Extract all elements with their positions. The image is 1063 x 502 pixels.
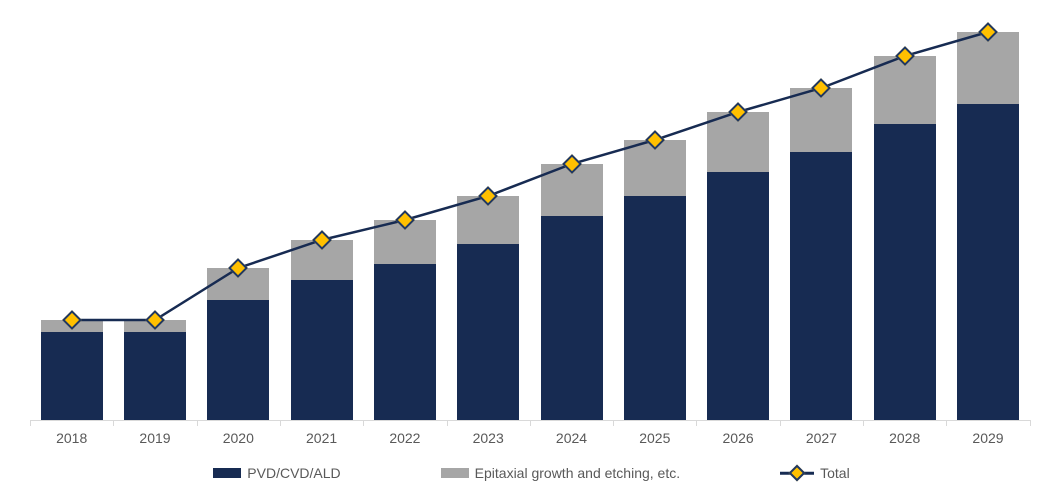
x-axis-tick [863, 420, 864, 426]
x-axis-label: 2023 [457, 430, 519, 446]
bar-segment [957, 104, 1019, 420]
legend-item-total: Total [780, 465, 850, 481]
legend-item-pvd: PVD/CVD/ALD [213, 465, 340, 481]
x-axis-label: 2025 [624, 430, 686, 446]
x-axis-tick [30, 420, 31, 426]
bar-segment [624, 140, 686, 196]
x-axis-tick [363, 420, 364, 426]
bar-segment [874, 56, 936, 124]
bar-segment [541, 216, 603, 420]
x-axis-label: 2029 [957, 430, 1019, 446]
bar-segment [124, 332, 186, 420]
x-axis-label: 2028 [874, 430, 936, 446]
bar-segment [790, 152, 852, 420]
x-axis-tick [613, 420, 614, 426]
x-axis-label: 2024 [541, 430, 603, 446]
x-axis-tick [530, 420, 531, 426]
bar-segment [291, 240, 353, 280]
x-axis-tick [780, 420, 781, 426]
bar-segment [707, 172, 769, 420]
legend-line-total [780, 466, 814, 480]
bar-segment [790, 88, 852, 152]
bar-segment [624, 196, 686, 420]
bar-segment [374, 264, 436, 420]
bar-segment [291, 280, 353, 420]
bar-segment [41, 332, 103, 420]
x-axis-label: 2018 [41, 430, 103, 446]
x-axis-tick [113, 420, 114, 426]
x-axis-label: 2020 [207, 430, 269, 446]
x-axis-tick [280, 420, 281, 426]
bar-segment [957, 32, 1019, 104]
legend-swatch-pvd [213, 468, 241, 478]
bar-segment [707, 112, 769, 172]
bar-segment [207, 268, 269, 300]
x-axis-tick [1030, 420, 1031, 426]
chart-container: 2018 2019 2020 2021 2022 2023 2024 2025 2026 2027… [0, 0, 1063, 502]
legend-swatch-epi [441, 468, 469, 478]
legend-item-epi: Epitaxial growth and etching, etc. [441, 465, 680, 481]
x-axis-tick [197, 420, 198, 426]
x-axis-tick [447, 420, 448, 426]
bar-segment [457, 196, 519, 244]
bar-segment [457, 244, 519, 420]
bar-segment [207, 300, 269, 420]
x-axis-label: 2026 [707, 430, 769, 446]
legend: PVD/CVD/ALD Epitaxial growth and etching… [0, 465, 1063, 481]
x-axis-tick [946, 420, 947, 426]
bar-segment [874, 124, 936, 420]
plot-area [30, 20, 1030, 421]
x-axis-tick [696, 420, 697, 426]
bar-segment [41, 320, 103, 332]
legend-label: PVD/CVD/ALD [247, 465, 340, 481]
x-axis-label: 2019 [124, 430, 186, 446]
legend-label: Total [820, 465, 850, 481]
legend-label: Epitaxial growth and etching, etc. [475, 465, 680, 481]
x-axis-label: 2027 [790, 430, 852, 446]
legend-marker-icon [789, 465, 806, 482]
bar-segment [541, 164, 603, 216]
x-axis-label: 2022 [374, 430, 436, 446]
bar-segment [124, 320, 186, 332]
x-axis-label: 2021 [291, 430, 353, 446]
bar-segment [374, 220, 436, 264]
